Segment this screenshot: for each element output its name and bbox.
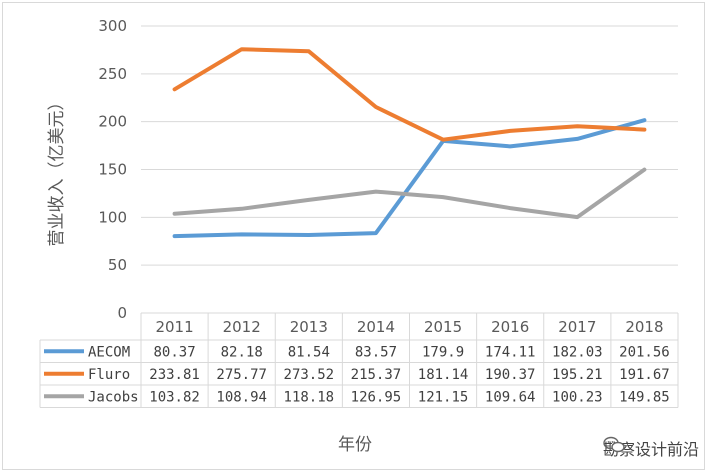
x-tick-label: 2013 [290,318,328,336]
x-tick-label: 2017 [558,318,596,336]
data-label: 233.81 [149,367,200,383]
watermark-text: 勘察设计前沿 [602,440,699,459]
data-label: 191.67 [619,367,670,383]
data-label: 108.94 [216,389,267,405]
data-label: 174.11 [485,344,536,360]
y-tick-label: 50 [108,256,127,274]
y-tick-label: 150 [98,161,127,179]
data-label: 100.23 [552,389,603,405]
series-line-jacobs [172,167,647,220]
data-label: 103.82 [149,389,200,405]
y-tick-label: 0 [117,304,127,322]
data-label: 83.57 [355,344,397,360]
y-tick-label: 300 [98,17,127,35]
x-tick-label: 2011 [155,318,193,336]
x-tick-label: 2012 [223,318,261,336]
data-label: 179.9 [422,344,464,360]
data-label: 149.85 [619,389,670,405]
data-label: 195.21 [552,367,603,383]
data-label: 80.37 [153,344,195,360]
series-line-fluro [172,47,647,142]
data-label: 181.14 [418,367,469,383]
chat-bubble-icon [603,436,625,453]
data-label: 121.15 [418,389,469,405]
y-tick-label: 250 [98,65,127,83]
y-tick-label: 200 [98,113,127,131]
x-tick-label: 2018 [625,318,663,336]
legend-entry: AECOM [88,344,130,360]
data-label: 273.52 [284,367,335,383]
data-label: 109.64 [485,389,536,405]
data-label: 82.18 [221,344,263,360]
legend-entry: Jacobs [88,389,139,405]
x-tick-label: 2015 [424,318,462,336]
watermark: 勘察设计前沿 [603,436,699,460]
data-label: 118.18 [284,389,335,405]
chart-frame [2,2,705,470]
x-axis-title: 年份 [338,435,372,455]
x-tick-label: 2014 [357,318,395,336]
data-label: 81.54 [288,344,330,360]
legend-entry: Fluro [88,367,130,383]
data-label: 201.56 [619,344,670,360]
data-label: 126.95 [351,389,402,405]
data-label: 275.77 [216,367,267,383]
y-tick-label: 100 [98,208,127,226]
series-line-aecom [172,118,647,239]
data-label: 215.37 [351,367,402,383]
data-label: 182.03 [552,344,603,360]
data-label: 190.37 [485,367,536,383]
x-tick-label: 2016 [491,318,529,336]
y-axis-title: 营业收入（亿美元） [47,94,67,247]
